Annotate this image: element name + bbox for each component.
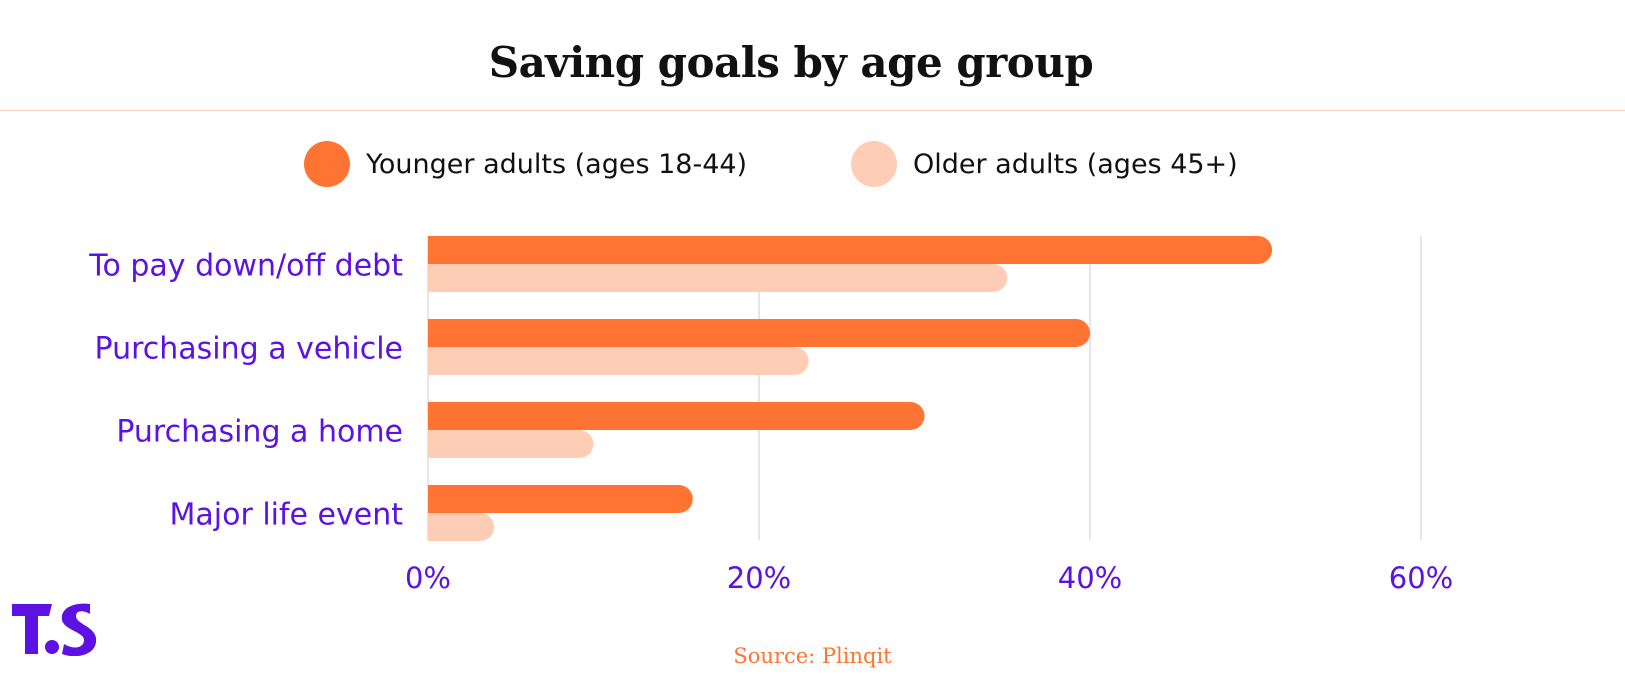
title-divider [0,110,1625,111]
category-label: Purchasing a home [116,415,403,450]
tick-label: 40% [1058,561,1122,595]
tick-label: 0% [405,561,451,595]
category-label: Purchasing a vehicle [95,332,403,367]
bar-older [428,430,594,458]
legend-item-older: Older adults (ages 45+) [851,140,1238,188]
bar-younger [428,402,925,430]
bar-younger [428,485,693,513]
legend-swatch-younger [304,141,350,187]
ts-logo-icon [12,603,97,656]
tick-label: 20% [727,561,791,595]
legend-item-younger: Younger adults (ages 18-44) [304,140,747,188]
category-label: Major life event [170,498,404,533]
bar-older [428,347,809,375]
bar-older [428,513,495,541]
source-note: Source: Plinqit [733,644,892,668]
bar-younger [428,319,1090,347]
legend-swatch-older [851,141,897,187]
bar-older [428,264,1008,292]
bar-younger [428,236,1273,264]
category-label: To pay down/off debt [88,249,403,284]
legend-label-younger: Younger adults (ages 18-44) [366,148,748,180]
tick-label: 60% [1389,561,1453,595]
legend: Younger adults (ages 18-44) Older adults… [0,140,1625,188]
chart-title: Saving goals by age group [488,38,1094,87]
legend-label-older: Older adults (ages 45+) [913,148,1238,180]
